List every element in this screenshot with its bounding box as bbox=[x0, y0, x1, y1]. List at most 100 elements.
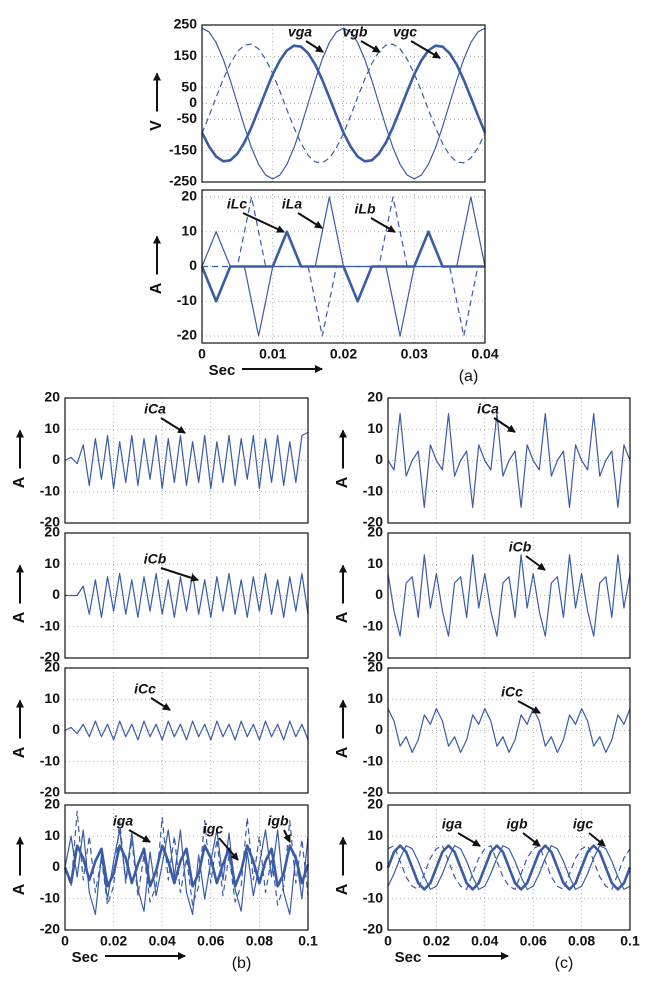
annotation-arrow bbox=[218, 837, 239, 861]
series-line bbox=[63, 844, 310, 888]
y-tick-label: -10 bbox=[40, 752, 60, 768]
y-axis-label: A bbox=[334, 883, 351, 895]
y-tick-label: -250 bbox=[169, 173, 197, 189]
y-tick-label: -20 bbox=[40, 514, 60, 530]
plot-frame bbox=[64, 397, 309, 524]
series-label: iga bbox=[113, 813, 133, 829]
series-label: igb bbox=[507, 816, 528, 832]
annotation-arrow bbox=[457, 832, 481, 847]
y-tick-label: 250 bbox=[174, 16, 198, 32]
annotation-arrow bbox=[360, 40, 381, 53]
annotation-arrow bbox=[525, 555, 546, 571]
y-axis-label: V bbox=[148, 120, 165, 131]
x-tick-label: 0.01 bbox=[259, 346, 286, 362]
x-axis-label: Sec bbox=[72, 949, 99, 966]
y-tick-label: -10 bbox=[40, 482, 60, 498]
y-axis-label: A bbox=[334, 746, 351, 758]
y-tick-label: 10 bbox=[44, 827, 60, 843]
y-tick-label: 10 bbox=[367, 555, 383, 571]
panel-caption: (c) bbox=[555, 955, 574, 972]
x-tick-label: 0.04 bbox=[471, 346, 498, 362]
y-axis-label: A bbox=[11, 746, 28, 758]
series-label: iCa bbox=[144, 401, 166, 417]
series-line bbox=[64, 431, 309, 490]
series-label: igb bbox=[268, 813, 289, 829]
x-axis-label: Sec bbox=[395, 949, 422, 966]
x-tick-label: 0 bbox=[384, 933, 392, 949]
plot-frame bbox=[387, 532, 631, 659]
x-tick-label: 0.1 bbox=[620, 933, 640, 949]
series-label: iCb bbox=[509, 539, 532, 555]
x-tick-label: 0 bbox=[61, 933, 69, 949]
y-axis-label: A bbox=[334, 611, 351, 623]
x-tick-label: 0.06 bbox=[197, 933, 224, 949]
y-tick-label: 20 bbox=[367, 796, 383, 812]
y-tick-label: -20 bbox=[40, 649, 60, 665]
series-label: iga bbox=[442, 816, 462, 832]
plot-frame bbox=[201, 189, 486, 344]
y-tick-label: -20 bbox=[363, 784, 383, 800]
series-label: iCa bbox=[477, 401, 499, 417]
plot-frame bbox=[387, 667, 631, 794]
series-label: iCc bbox=[501, 684, 523, 700]
y-tick-label: -50 bbox=[177, 110, 197, 126]
y-tick-label: -20 bbox=[363, 921, 383, 937]
y-tick-label: 20 bbox=[367, 389, 383, 405]
series-label: igc bbox=[203, 821, 223, 837]
plot-frame bbox=[387, 804, 631, 931]
y-tick-label: -20 bbox=[40, 784, 60, 800]
annotation-arrow bbox=[283, 829, 291, 843]
y-axis-label: A bbox=[148, 282, 165, 294]
series-label: vgc bbox=[393, 24, 417, 40]
series-label: iLa bbox=[282, 196, 302, 212]
y-tick-label: -150 bbox=[169, 141, 197, 157]
annotation-arrow bbox=[150, 697, 171, 711]
y-tick-label: 10 bbox=[44, 420, 60, 436]
series-line bbox=[387, 845, 631, 890]
series-line bbox=[387, 554, 631, 637]
annotation-arrow bbox=[588, 832, 606, 847]
y-axis-label: A bbox=[11, 883, 28, 895]
series-line bbox=[387, 708, 631, 753]
y-tick-label: 0 bbox=[52, 451, 60, 467]
series-line bbox=[64, 810, 309, 906]
x-axis-label: Sec bbox=[209, 362, 236, 379]
y-tick-label: -10 bbox=[363, 752, 383, 768]
y-axis-label: A bbox=[11, 611, 28, 623]
y-tick-label: -10 bbox=[363, 482, 383, 498]
y-tick-label: 20 bbox=[44, 796, 60, 812]
y-tick-label: 0 bbox=[189, 94, 197, 110]
annotation-arrow bbox=[410, 40, 441, 59]
x-tick-label: 0.08 bbox=[246, 933, 273, 949]
series-label: vga bbox=[288, 24, 312, 40]
y-tick-label: 10 bbox=[44, 690, 60, 706]
y-tick-label: 10 bbox=[181, 222, 197, 238]
series-line bbox=[64, 829, 309, 915]
y-tick-label: 0 bbox=[375, 451, 383, 467]
series-label: vgb bbox=[343, 24, 368, 40]
annotation-arrow bbox=[160, 417, 186, 434]
x-tick-label: 0.04 bbox=[149, 933, 176, 949]
y-tick-label: 10 bbox=[367, 690, 383, 706]
x-tick-label: 0.04 bbox=[471, 933, 498, 949]
y-tick-label: 20 bbox=[181, 188, 197, 204]
plot-frame bbox=[64, 804, 309, 931]
annotation-arrow bbox=[242, 212, 285, 233]
x-tick-label: 0.06 bbox=[520, 933, 547, 949]
series-line bbox=[202, 196, 485, 337]
plot-frame bbox=[387, 397, 631, 524]
series-label: iLc bbox=[227, 196, 247, 212]
series-label: igc bbox=[573, 816, 593, 832]
series-line bbox=[64, 720, 309, 741]
y-tick-label: 150 bbox=[174, 47, 198, 63]
annotation-arrow bbox=[160, 567, 199, 582]
y-tick-label: -20 bbox=[363, 514, 383, 530]
y-tick-label: -10 bbox=[363, 617, 383, 633]
y-tick-label: 10 bbox=[367, 827, 383, 843]
y-tick-label: 10 bbox=[44, 555, 60, 571]
plot-frame bbox=[64, 667, 309, 794]
y-tick-label: -10 bbox=[40, 617, 60, 633]
y-tick-label: 0 bbox=[189, 257, 197, 273]
series-label: iCb bbox=[144, 551, 167, 567]
